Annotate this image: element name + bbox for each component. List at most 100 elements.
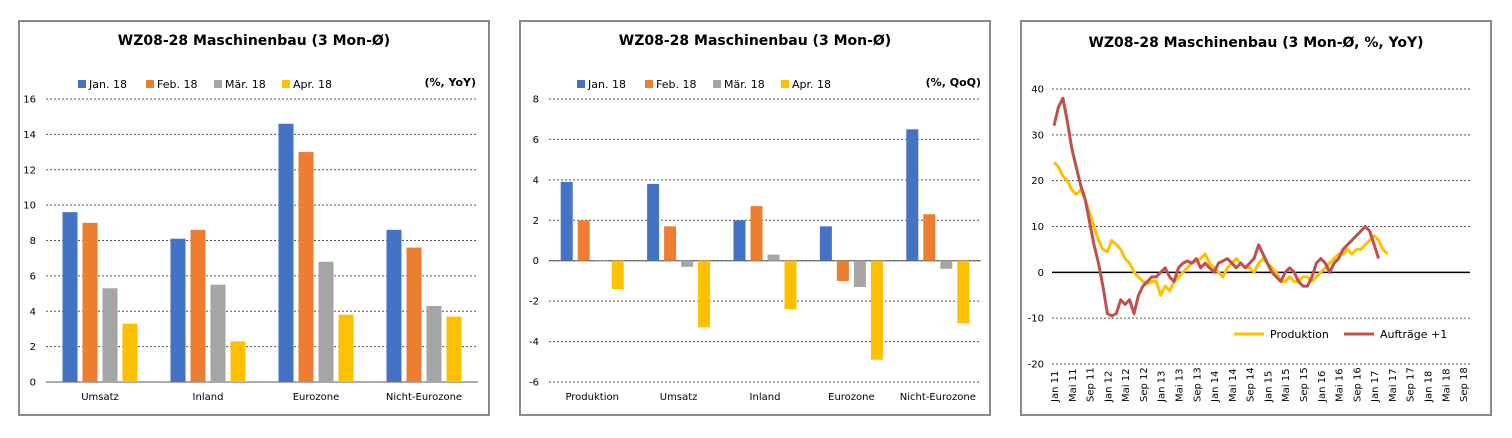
bar [681,260,694,267]
y-tick-label: 14 [23,130,36,141]
bar [338,314,354,382]
bar [733,220,746,261]
bar [82,222,98,382]
legend-swatch [645,80,653,88]
x-tick-label: Sep 15 [1299,367,1310,402]
x-tick-label: Sep 13 [1192,367,1203,402]
bar [278,123,294,382]
y-tick-label: 6 [30,271,36,282]
chart-yoy-svg: WZ08-28 Maschinenbau (3 Mon-Ø) (%, YoY) … [23,33,478,403]
bar [122,323,138,382]
series-line [1052,161,1389,297]
bar [957,260,970,324]
chart-panel-yoy: WZ08-28 Maschinenbau (3 Mon-Ø) (%, YoY) … [18,20,490,416]
category-label: Umsatz [81,392,119,403]
legend-label: Apr. 18 [293,78,332,91]
bar [170,238,186,382]
y-tick-label: 2 [30,342,36,353]
y-tick-label: -2 [529,297,539,308]
x-tick-label: Sep 18 [1459,367,1470,402]
legend-swatch [146,80,154,88]
x-tick-label: Sep 11 [1086,367,1097,402]
x-tick-label: Jan 13 [1157,371,1168,403]
x-tick-label: Jan 16 [1317,371,1328,403]
bar [560,181,573,261]
y-tick-label: 8 [533,95,539,106]
x-tick-label: Jan 17 [1370,371,1381,403]
legend-label: Jan. 18 [587,78,626,91]
chart-panel-line: WZ08-28 Maschinenbau (3 Mon-Ø, %, YoY) -… [1020,20,1492,416]
x-tick-label: Mai 17 [1388,369,1399,402]
bar [853,260,866,287]
y-tick-label: 4 [533,175,539,186]
chart-panel-qoq: WZ08-28 Maschinenbau (3 Mon-Ø) (%, QoQ) … [519,20,991,416]
bar [784,260,797,310]
y-tick-label: 10 [23,201,36,212]
bar [298,152,314,382]
bar [594,260,607,262]
chart-title: WZ08-28 Maschinenbau (3 Mon-Ø, %, YoY) [1088,35,1423,51]
y-tick-label: 8 [30,236,36,247]
category-label: Produktion [565,392,619,403]
y-tick-label: 2 [533,216,539,227]
legend-label: Feb. 18 [157,78,197,91]
series-line [1052,96,1381,318]
y-tick-label: 16 [23,95,36,106]
bar [230,341,246,382]
bar [940,260,953,269]
category-label: Inland [193,392,224,403]
bar [923,214,936,261]
chart-title: WZ08-28 Maschinenbau (3 Mon-Ø) [118,33,390,49]
x-tick-label: Jan 11 [1050,371,1061,403]
x-tick-label: Sep 16 [1352,367,1363,402]
bar [611,260,624,290]
legend-swatch [78,80,86,88]
y-tick-label: -4 [529,337,539,348]
bar [664,226,677,261]
legend-label: Mär. 18 [225,78,266,91]
y-tick-label: 20 [1031,176,1044,187]
category-label: Eurozone [828,392,875,403]
legend-label: Mär. 18 [724,78,765,91]
chart-title: WZ08-28 Maschinenbau (3 Mon-Ø) [619,33,891,49]
y-tick-label: 6 [533,135,539,146]
x-tick-label: Mai 16 [1335,369,1346,402]
category-label: Eurozone [293,392,340,403]
x-tick-label: Sep 12 [1139,367,1150,402]
bar [318,261,334,382]
legend-label: Feb. 18 [656,78,696,91]
bar [190,229,206,382]
unit-label: (%, QoQ) [926,76,981,89]
bar [819,226,832,261]
category-label: Nicht-Eurozone [386,392,462,403]
legend-swatch [282,80,290,88]
x-tick-label: Mai 12 [1121,369,1132,402]
chart-qoq-svg: WZ08-28 Maschinenbau (3 Mon-Ø) (%, QoQ) … [529,33,981,403]
legend-label: Jan. 18 [88,78,127,91]
x-tick-label: Jan 14 [1210,371,1221,403]
category-label: Umsatz [660,392,698,403]
y-tick-label: 30 [1031,130,1044,141]
x-tick-label: Sep 14 [1246,367,1257,402]
bar [406,247,422,382]
y-tick-label: 12 [23,165,36,176]
bar [210,284,226,382]
bar [750,206,763,261]
y-tick-label: 10 [1031,222,1044,233]
bar [446,316,462,382]
x-tick-label: Mai 14 [1228,369,1239,402]
bar [767,254,780,261]
bar [62,212,78,382]
bar [102,288,118,382]
y-tick-label: 0 [1038,268,1044,279]
x-tick-label: Mai 11 [1068,369,1079,402]
y-tick-label: 4 [30,307,36,318]
y-tick-label: 40 [1031,85,1044,96]
x-tick-label: Jan 18 [1424,371,1435,403]
legend-label: Produktion [1270,328,1329,341]
bar [698,260,711,328]
legend-swatch [713,80,721,88]
legend-swatch [781,80,789,88]
y-tick-label: 0 [533,256,539,267]
y-tick-label: -6 [529,378,539,389]
